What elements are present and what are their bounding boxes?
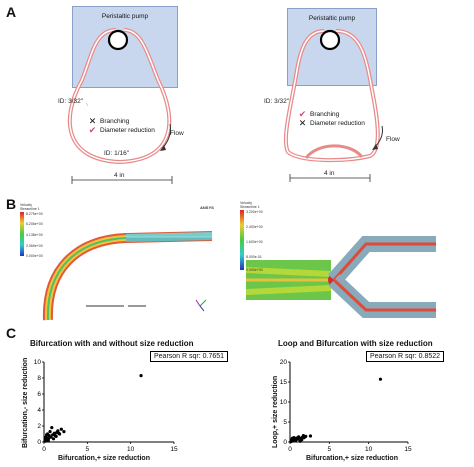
data-point (295, 436, 299, 440)
panel-c-letter: C (6, 325, 17, 341)
cfd-left: Velocity Streamline 1 8.275e+00 6.206e+0… (16, 200, 214, 321)
data-point (49, 435, 53, 439)
flow-label-left: Flow (170, 130, 184, 137)
x-tick-label: 0 (42, 446, 46, 453)
cfd-left-legend-title: Velocity (20, 203, 33, 207)
check-mark-icon: ✔ (298, 109, 307, 119)
panel-b-letter: B (6, 196, 17, 212)
data-point (59, 427, 63, 431)
y-tick-label: 5 (283, 419, 287, 426)
color-scale-right (240, 210, 244, 270)
x-mark-icon: ✕ (298, 118, 307, 128)
flow-label-right: Flow (386, 136, 400, 143)
pump-title-left: Peristaltic pump (101, 13, 149, 20)
legend-right: ✔ Branching ✕ Diameter reduction (298, 110, 365, 128)
cfd-right-svg (240, 210, 436, 318)
legend-text: Branching (100, 118, 130, 125)
ansys-logo: ANSYS (200, 205, 214, 210)
x-tick-label: 10 (365, 446, 373, 453)
data-point (53, 434, 57, 438)
y-tick-label: 15 (280, 379, 288, 386)
cfd-right-tick-3: 8.000e-01 (246, 255, 262, 259)
data-point (62, 430, 66, 434)
x-tick-label: 15 (404, 446, 412, 453)
y-tick-label: 10 (34, 359, 42, 366)
legend-row-branching: ✕ Branching (88, 117, 155, 126)
data-point (46, 438, 50, 442)
legend-text: Diameter reduction (100, 127, 155, 134)
id-inner-left: ID: 1/16" (104, 150, 130, 157)
loop-diagram-left (67, 28, 173, 184)
data-point (48, 430, 52, 434)
id-outer-right: ID: 3/32" (264, 98, 290, 105)
x-tick-label: 5 (86, 446, 90, 453)
chart-2-title: Loop and Bifurcation with size reduction (278, 339, 433, 348)
y-tick-label: 0 (283, 439, 287, 446)
data-point (50, 426, 54, 430)
cfd-left-tick-2: 4.138e+00 (26, 233, 43, 237)
cfd-left-tick-1: 6.206e+00 (26, 222, 43, 226)
cfd-right-tick-1: 2.400e+00 (246, 225, 263, 229)
data-point (57, 431, 61, 435)
cfd-right-tick-4: 0.000e+00 (246, 268, 263, 272)
cfd-right: Velocity Streamline 1 3.200e+00 2.400e+0… (236, 200, 436, 320)
data-point (298, 439, 302, 443)
length-label-right: 4 in (324, 170, 335, 177)
x-tick-label: 10 (127, 446, 135, 453)
data-point (301, 434, 305, 438)
legend-text: Branching (310, 111, 340, 118)
cfd-left-tick-4: 0.000e+00 (26, 254, 43, 258)
cfd-right-tick-0: 3.200e+00 (246, 210, 263, 214)
loop-diagram-right (283, 29, 383, 182)
color-scale-left (20, 212, 24, 256)
x-tick-label: 5 (328, 446, 332, 453)
chart-2-xlabel: Bifurcation,+ size reduction (306, 455, 398, 462)
data-point (308, 434, 313, 438)
legend-row-branching: ✔ Branching (298, 110, 365, 119)
cfd-left-tick-3: 2.069e+00 (26, 244, 43, 248)
cfd-left-svg (20, 212, 213, 321)
cfd-right-tick-2: 1.600e+00 (246, 240, 263, 244)
y-tick-label: 6 (37, 391, 41, 398)
x-tick-label: 15 (170, 446, 178, 453)
chart-2-annotation: Pearson R sqr: 0.8522 (366, 351, 445, 362)
id-outer-left: ID: 3/32" (58, 98, 84, 105)
panel-a-letter: A (6, 4, 17, 20)
pump-title-right: Peristaltic pump (308, 15, 356, 22)
y-tick-label: 4 (37, 407, 41, 414)
y-tick-label: 2 (37, 423, 41, 430)
cfd-left-legend-sub: Streamline 1 (20, 207, 40, 211)
y-tick-label: 8 (37, 375, 41, 382)
legend-row-diameter: ✕ Diameter reduction (298, 119, 365, 128)
check-mark-icon: ✔ (88, 125, 97, 135)
data-point (44, 435, 48, 439)
data-point (291, 437, 295, 441)
data-point (293, 439, 298, 443)
chart-1-xlabel: Bifurcation,+ size reduction (58, 455, 150, 462)
legend-row-diameter: ✔ Diameter reduction (88, 126, 155, 135)
data-point (139, 374, 143, 378)
chart-1-annotation: Pearson R sqr: 0.7651 (150, 351, 229, 362)
chart-1-title: Bifurcation with and without size reduct… (30, 339, 194, 348)
pump-roller-left (107, 29, 129, 51)
data-point (378, 377, 383, 381)
length-label-left: 4 in (114, 172, 125, 179)
y-tick-label: 0 (37, 439, 41, 446)
y-tick-label: 20 (280, 359, 288, 366)
pump-roller-right (319, 29, 341, 51)
data-point (45, 432, 50, 436)
x-tick-label: 0 (288, 446, 292, 453)
legend-text: Diameter reduction (310, 120, 365, 127)
cfd-right-legend-sub: Streamline 1 (240, 205, 260, 209)
data-point (51, 437, 56, 441)
y-tick-label: 10 (280, 399, 288, 406)
legend-left: ✕ Branching ✔ Diameter reduction (88, 117, 155, 135)
cfd-left-tick-0: 8.275e+00 (26, 212, 43, 216)
data-point (52, 431, 57, 435)
cfd-right-legend-title: Velocity (240, 201, 253, 205)
x-mark-icon: ✕ (88, 116, 97, 126)
